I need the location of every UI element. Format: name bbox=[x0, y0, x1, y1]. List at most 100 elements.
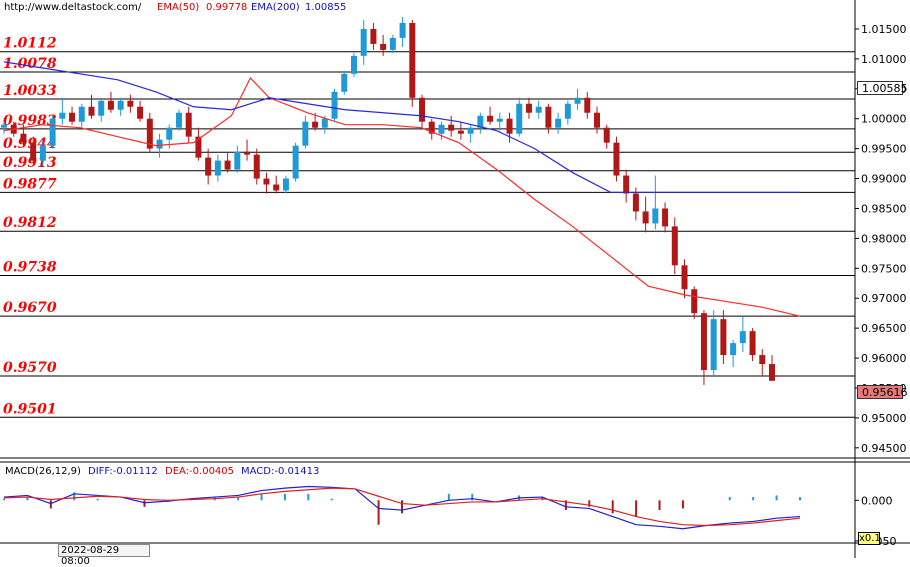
y-tick-label: 0.95000 bbox=[861, 412, 907, 425]
candle-body bbox=[739, 331, 746, 344]
candle-body bbox=[302, 121, 309, 146]
candle-body bbox=[749, 331, 756, 356]
candle-body bbox=[603, 127, 610, 143]
level-label: 1.0033 bbox=[3, 83, 57, 99]
candle-body bbox=[370, 28, 377, 44]
y-tick-label: 0.97500 bbox=[861, 262, 907, 275]
candle-body bbox=[477, 115, 484, 128]
candle-body bbox=[555, 118, 562, 128]
candle-body bbox=[98, 100, 105, 116]
macd-diff-line bbox=[3, 485, 801, 530]
y-tick-label: 0.97000 bbox=[861, 292, 907, 305]
candle-body bbox=[496, 118, 503, 122]
candle-body bbox=[263, 178, 270, 185]
ema200-value: 1.00855 bbox=[305, 2, 347, 13]
candle-body bbox=[107, 100, 114, 110]
current-ema-price-box: 1.00585 bbox=[857, 81, 908, 95]
candle-body bbox=[389, 37, 396, 50]
candle-body bbox=[380, 43, 387, 50]
macd-value: MACD:-0.01413 bbox=[241, 466, 320, 477]
candle-body bbox=[30, 142, 37, 161]
level-label: 0.9570 bbox=[3, 360, 57, 376]
candle-body bbox=[156, 139, 163, 149]
candle-body bbox=[146, 118, 153, 149]
candle-body bbox=[88, 106, 95, 116]
candle-body bbox=[700, 313, 707, 371]
candle-body bbox=[244, 151, 251, 155]
level-label: 0.9501 bbox=[3, 401, 57, 417]
y-tick-label: 0.96500 bbox=[861, 322, 907, 335]
ema200-label: EMA(200) bbox=[251, 2, 300, 13]
candle-body bbox=[39, 145, 46, 161]
candle-body bbox=[292, 145, 299, 179]
candle-body bbox=[438, 124, 445, 134]
candle-body bbox=[642, 211, 649, 224]
candle-body bbox=[409, 22, 416, 98]
candle-body bbox=[730, 343, 737, 356]
candle-body bbox=[69, 112, 76, 122]
candle-body bbox=[117, 100, 124, 110]
candle-body bbox=[769, 364, 775, 381]
candle-body bbox=[671, 226, 678, 266]
level-label: 0.9670 bbox=[3, 300, 57, 316]
candle-body bbox=[574, 97, 581, 104]
candle-body bbox=[652, 208, 659, 224]
header-url: http://www.deltastock.com/ bbox=[4, 2, 142, 13]
candle-body bbox=[584, 97, 591, 113]
candle-body bbox=[564, 103, 571, 119]
candle-body bbox=[341, 73, 348, 92]
level-label: 0.9877 bbox=[3, 176, 57, 192]
candle-body bbox=[759, 355, 766, 365]
y-tick-label: 1.01500 bbox=[861, 23, 907, 36]
candle-body bbox=[214, 160, 221, 176]
y-tick-label: 0.99000 bbox=[861, 173, 907, 186]
candle-body bbox=[234, 151, 241, 170]
date-cursor-label: 2022-08-29 08:00 bbox=[58, 544, 150, 567]
candle-body bbox=[195, 136, 202, 158]
y-tick-label: 0.99500 bbox=[861, 143, 907, 156]
candle-body bbox=[710, 319, 717, 371]
y-tick-label: 0.98000 bbox=[861, 232, 907, 245]
candle-body bbox=[185, 112, 192, 137]
macd-diff: DIFF:-0.01112 bbox=[88, 466, 158, 477]
candle-body bbox=[312, 121, 319, 128]
candle-body bbox=[428, 121, 435, 134]
candle-body bbox=[331, 91, 338, 119]
candle-body bbox=[49, 118, 56, 146]
candle-body bbox=[467, 127, 474, 134]
candle-body bbox=[59, 112, 66, 119]
level-label: 0.9944 bbox=[3, 136, 57, 152]
y-tick-label: 1.00000 bbox=[861, 113, 907, 126]
level-label: 1.0112 bbox=[3, 36, 57, 52]
macd-tick-label: 0.000 bbox=[861, 494, 893, 507]
candle-body bbox=[632, 193, 639, 212]
candle-body bbox=[487, 115, 494, 122]
candle-body bbox=[224, 160, 231, 170]
candle-body bbox=[448, 124, 455, 131]
candle-body bbox=[691, 289, 698, 314]
candle-body bbox=[594, 112, 601, 128]
candle-body bbox=[506, 118, 513, 134]
candle-body bbox=[175, 112, 182, 128]
ema50-label: EMA(50) bbox=[157, 2, 200, 13]
candle-body bbox=[273, 184, 280, 191]
y-tick-label: 0.98500 bbox=[861, 202, 907, 215]
candle-body bbox=[127, 100, 134, 107]
macd-name: MACD(26,12,9) bbox=[5, 466, 81, 477]
y-tick-label: 1.01000 bbox=[861, 53, 907, 66]
ema50-value: 0.99778 bbox=[206, 2, 248, 13]
macd-dea-line bbox=[3, 487, 801, 527]
y-tick-label: 0.94500 bbox=[861, 442, 907, 455]
level-label: 0.9913 bbox=[3, 155, 57, 171]
candle-body bbox=[137, 106, 144, 119]
ema200-line bbox=[3, 61, 800, 193]
candle-body bbox=[457, 130, 464, 134]
candle-body bbox=[360, 28, 367, 56]
zoom-badge[interactable]: x0.1 bbox=[858, 532, 881, 545]
candle-body bbox=[516, 103, 523, 134]
candle-body bbox=[419, 97, 426, 122]
level-label: 0.9812 bbox=[3, 215, 57, 231]
